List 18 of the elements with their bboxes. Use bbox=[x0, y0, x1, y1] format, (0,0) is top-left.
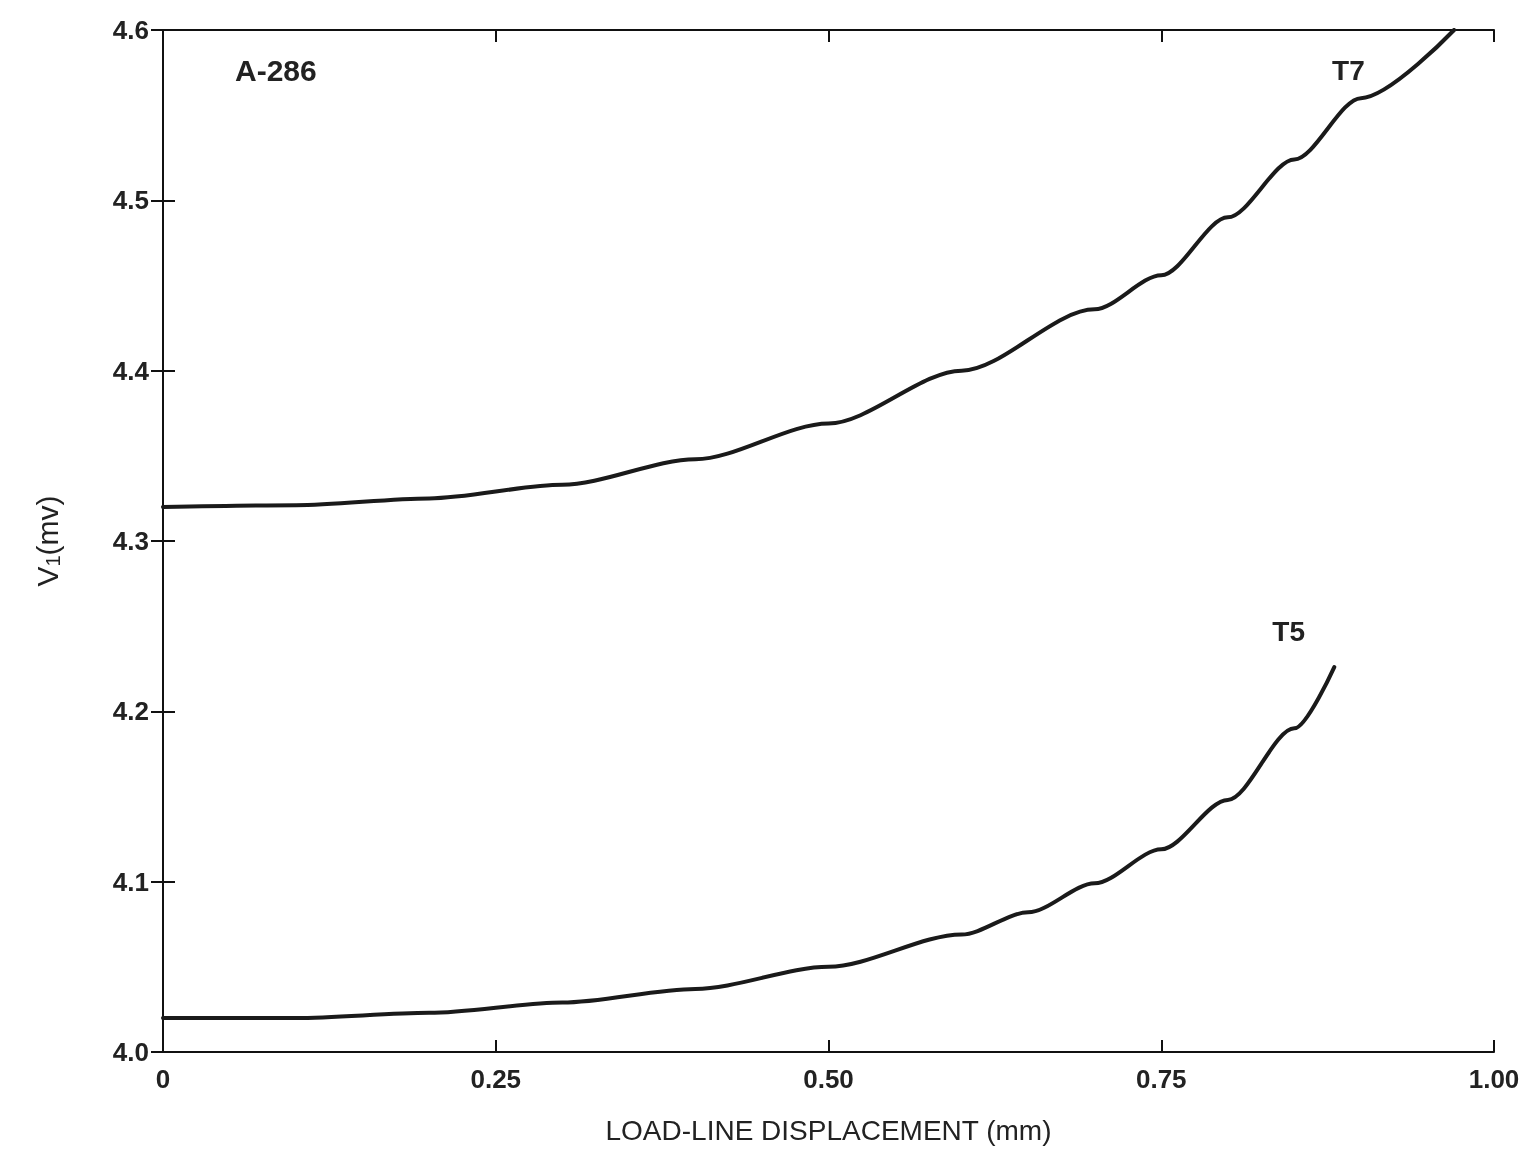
x-tick-label: 0 bbox=[155, 1064, 171, 1094]
x-tick-label: 0.25 bbox=[470, 1064, 522, 1094]
y-tick-label: 4.1 bbox=[112, 866, 149, 897]
x-tick-label: 1.00 bbox=[1468, 1064, 1520, 1094]
line-series bbox=[161, 665, 1337, 1020]
y-tick-label: 4.6 bbox=[112, 15, 149, 45]
y-tick-label: 4.2 bbox=[112, 696, 149, 727]
y-tick-label: 4.5 bbox=[112, 185, 149, 216]
y-tick-label: 4.3 bbox=[112, 526, 149, 556]
series-label: T5 bbox=[1272, 615, 1305, 647]
y-axis-title: V1(mv) bbox=[30, 495, 64, 587]
y-tick-label: 4.4 bbox=[112, 355, 150, 386]
x-tick-label: 0.50 bbox=[803, 1064, 854, 1094]
y-tick-label: 4.0 bbox=[112, 1037, 149, 1067]
x-tick-label: 0.75 bbox=[1135, 1064, 1187, 1094]
annotation: A-286 bbox=[235, 53, 317, 87]
series-label: T7 bbox=[1332, 54, 1365, 86]
x-axis-title: LOAD-LINE DISPLACEMENT (mm) bbox=[605, 1114, 1052, 1146]
